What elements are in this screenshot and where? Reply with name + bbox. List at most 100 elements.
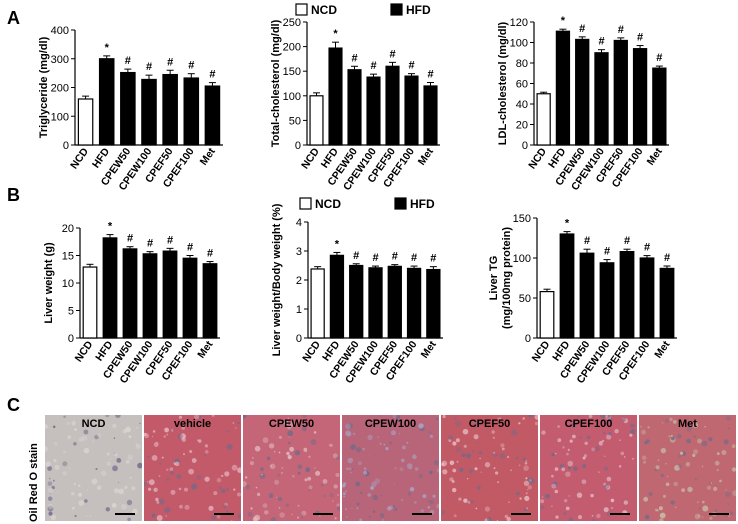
cell-dot	[345, 516, 348, 518]
cell-dot	[170, 489, 176, 495]
bar-hfd	[102, 237, 118, 339]
cell-dot	[89, 515, 92, 518]
cell-dot	[47, 505, 54, 512]
y-tick-label: 20	[62, 223, 74, 235]
x-tick-label: NCD	[68, 145, 91, 171]
bar-cpef100	[404, 75, 419, 146]
cell-dot	[67, 435, 72, 440]
cell-dot	[701, 465, 704, 468]
cell-dot	[287, 417, 290, 420]
y-axis-label-line: Liver weight/Body weight (%)	[271, 203, 283, 356]
cell-dot	[714, 460, 720, 466]
cell-dot	[180, 433, 186, 440]
bar-met	[204, 85, 221, 146]
cell-dot	[641, 455, 647, 461]
cell-dot	[355, 481, 361, 487]
cell-dot	[185, 519, 188, 521]
cell-dot	[607, 415, 611, 418]
cell-dot	[674, 465, 680, 471]
cell-dot	[237, 421, 240, 424]
cell-dot	[409, 487, 415, 492]
cell-dot	[459, 467, 464, 472]
cell-dot	[189, 450, 193, 453]
cell-dot	[351, 468, 354, 471]
significance-hash: #	[618, 24, 624, 36]
cell-dot	[436, 468, 439, 473]
cell-dot	[166, 478, 170, 482]
significance-hash: #	[370, 60, 376, 72]
cell-dot	[260, 473, 263, 476]
cell-dot	[144, 432, 147, 437]
cell-dot	[279, 512, 285, 518]
y-tick-label: 15	[62, 251, 74, 263]
cell-dot	[555, 515, 559, 519]
cell-dot	[605, 485, 611, 490]
cell-dot	[254, 445, 261, 452]
cell-dot	[630, 429, 636, 434]
cell-dot	[155, 497, 159, 502]
cell-dot	[194, 415, 200, 420]
cell-dot	[518, 464, 521, 467]
cell-dot	[367, 434, 373, 441]
stain-texture	[639, 415, 736, 521]
cell-dot	[655, 465, 660, 470]
cell-dot	[606, 476, 612, 482]
bar-ncd	[310, 268, 325, 339]
cell-dot	[429, 470, 433, 475]
cell-dot	[124, 485, 128, 489]
cell-dot	[113, 452, 118, 457]
cell-dot	[479, 457, 481, 460]
cell-dot	[66, 421, 71, 426]
stain-texture	[342, 415, 439, 521]
cell-dot	[63, 415, 66, 418]
cell-dot	[137, 462, 142, 469]
y-tick-label: 3	[296, 246, 302, 258]
cell-dot	[294, 450, 301, 456]
cell-dot	[227, 430, 229, 433]
cell-dot	[641, 429, 646, 435]
cell-dot	[135, 426, 139, 429]
cell-dot	[603, 466, 608, 471]
cell-dot	[52, 479, 55, 482]
cell-dot	[188, 468, 194, 475]
legend-swatch-ncd	[295, 3, 308, 16]
significance-hash: #	[656, 52, 662, 64]
cell-dot	[731, 467, 736, 472]
cell-dot	[727, 503, 730, 506]
cell-dot	[301, 426, 307, 432]
cell-dot	[278, 506, 281, 509]
significance-star: *	[105, 42, 110, 54]
y-axis-label: Liver weight (g)	[43, 242, 55, 324]
cell-dot	[135, 443, 141, 450]
stain-texture	[540, 415, 637, 521]
cell-dot	[579, 436, 582, 439]
cell-dot	[588, 415, 593, 418]
cell-dot	[125, 426, 131, 433]
cell-dot	[256, 492, 261, 497]
cell-dot	[146, 455, 150, 458]
cell-dot	[347, 457, 354, 464]
cell-dot	[218, 486, 222, 490]
y-axis-label: Triglyceride (mg/dl)	[38, 36, 50, 138]
cell-dot	[551, 474, 554, 478]
cell-dot	[57, 490, 59, 493]
cell-dot	[474, 419, 480, 424]
cell-dot	[516, 491, 520, 496]
y-tick-label: 4	[296, 217, 302, 229]
bar-cpew100	[141, 78, 157, 146]
cell-dot	[204, 454, 206, 457]
cell-dot	[473, 434, 479, 440]
legend-swatch-hfd	[394, 197, 407, 210]
cell-dot	[68, 467, 71, 470]
stain-image-label: CPEF100	[564, 418, 613, 430]
bar-cpef50	[162, 73, 178, 146]
cell-dot	[356, 507, 359, 510]
bar-met	[659, 267, 675, 339]
cell-dot	[128, 435, 132, 439]
cell-dot	[292, 423, 294, 425]
x-tick-label: NCD	[530, 338, 553, 364]
cell-dot	[693, 449, 699, 455]
cell-dot	[541, 430, 546, 435]
cell-dot	[732, 490, 736, 497]
y-axis-label: Liver weight/Body weight (%)	[271, 203, 283, 356]
